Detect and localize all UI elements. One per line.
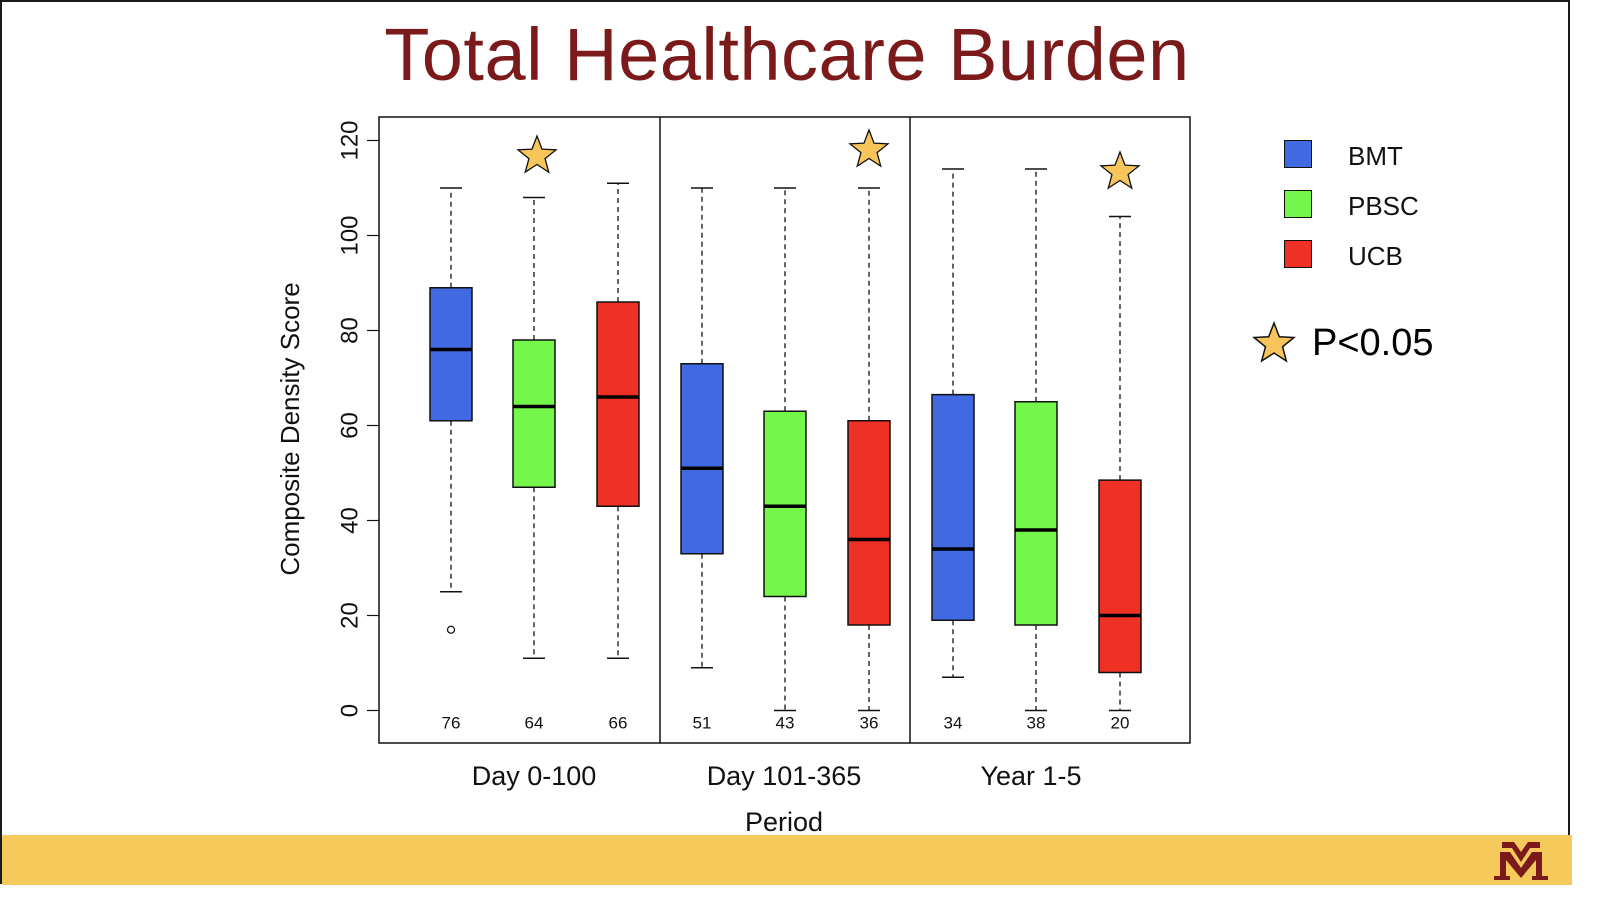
legend-label-bmt: BMT (1348, 141, 1403, 171)
legend-item-pbsc: PBSC (1284, 190, 1484, 221)
y-tick-label-20: 20 (337, 602, 364, 629)
panel1-pbsc-count-label: 64 (525, 714, 544, 733)
legend-swatch-ucb (1284, 240, 1312, 268)
box-plot-chart: 0 20 40 60 80 100 120 Composite Density Score Pe… (275, 116, 1191, 837)
panel3-ucb-count-label: 20 (1111, 714, 1130, 733)
x-category-label-3: Year 1-5 (980, 761, 1081, 791)
x-category-label-2: Day 101-365 (707, 761, 862, 791)
panel3-bmt-box (931, 393, 975, 621)
panel1-ucb-box (596, 301, 640, 507)
legend-label-pbsc: PBSC (1348, 191, 1419, 221)
panel2-bmt-box (680, 363, 724, 555)
panel1-pbsc-box (512, 339, 556, 488)
y-tick-label-100: 100 (337, 215, 364, 255)
y-tick-label-40: 40 (337, 507, 364, 534)
footer-band (2, 835, 1572, 885)
y-axis-title: Composite Density Score (275, 282, 305, 575)
star-icon (1252, 320, 1296, 363)
panel1-bmt-outlier-1 (446, 625, 456, 634)
panel2-pbsc-box (763, 410, 807, 598)
panel3-pbsc-count-label: 38 (1027, 714, 1046, 733)
legend-item-ucb: UCB (1284, 240, 1484, 271)
slide-frame: Total Healthcare Burden 0 20 40 60 80 100 120 C… (0, 0, 1572, 885)
panel2-significance-star-icon (848, 128, 890, 168)
panel1-bmt-count-label: 76 (442, 714, 461, 733)
legend-label-ucb: UCB (1348, 241, 1403, 271)
x-axis-title: Period (745, 807, 823, 837)
legend-swatch-pbsc (1284, 190, 1312, 218)
significance-label: P<0.05 (1312, 322, 1434, 364)
panel3-pbsc-box (1014, 401, 1058, 626)
panel2-pbsc-count-label: 43 (776, 714, 795, 733)
y-tick-label-120: 120 (337, 120, 364, 160)
panel1-significance-star-icon (516, 134, 558, 174)
panel2-ucb-count-label: 36 (860, 714, 879, 733)
significance-legend: P<0.05 (1252, 320, 1472, 370)
y-tick-label-0: 0 (337, 704, 364, 717)
panel2-bmt-count-label: 51 (693, 714, 712, 733)
y-tick-label-60: 60 (337, 412, 364, 439)
panel3-ucb-box (1098, 479, 1142, 674)
panel3-bmt-count-label: 34 (944, 714, 963, 733)
university-m-logo-icon (1494, 842, 1548, 880)
panel3-significance-star-icon (1099, 150, 1141, 190)
slide-title: Total Healthcare Burden (384, 13, 1190, 96)
plot-border (378, 116, 1191, 744)
panel1-bmt-box (429, 287, 473, 422)
x-category-label-1: Day 0-100 (472, 761, 597, 791)
panel2-ucb-box (847, 420, 891, 626)
panel1-ucb-count-label: 66 (609, 714, 628, 733)
legend-swatch-bmt (1284, 140, 1312, 168)
y-tick-label-80: 80 (337, 317, 364, 344)
legend-item-bmt: BMT (1284, 140, 1484, 171)
